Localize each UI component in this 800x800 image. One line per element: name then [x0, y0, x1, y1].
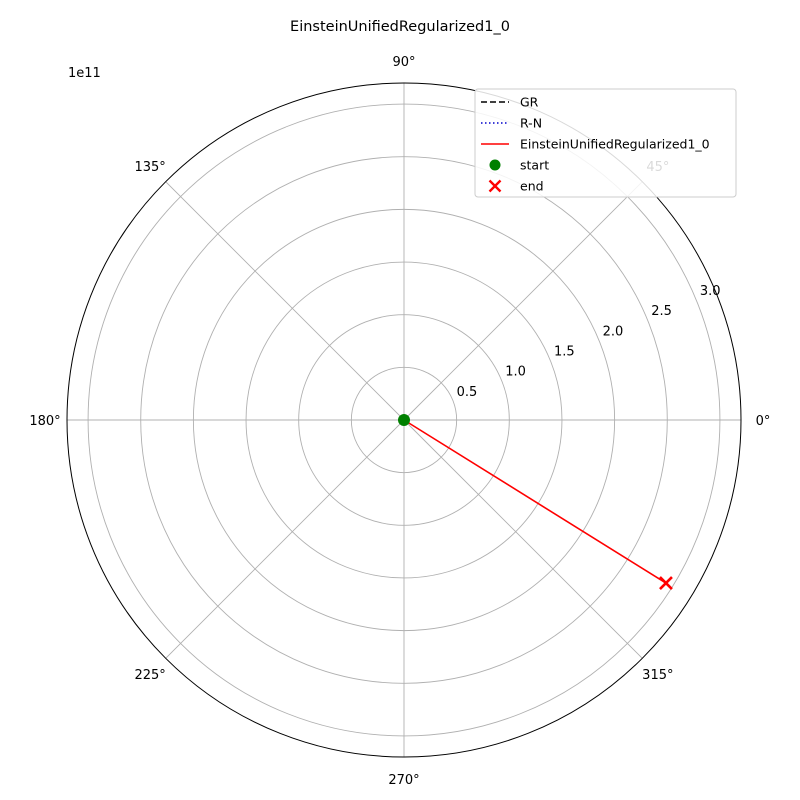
radial-tick-label: 2.5: [651, 304, 672, 319]
angular-gridline-7: [403, 419, 643, 659]
end-marker: [659, 576, 673, 590]
angular-tick-label: 90°: [392, 55, 415, 70]
radial-tick-label: 0.5: [457, 385, 478, 400]
legend-label: EinsteinUnifiedRegularized1_0: [520, 137, 710, 152]
legend-swatch: [489, 159, 501, 171]
angular-gridline-1: [403, 181, 643, 421]
legend-label: start: [520, 158, 549, 173]
legend-frame: [474, 88, 737, 198]
series: [403, 419, 667, 584]
radial-tick-label: 2.0: [603, 324, 624, 339]
radial-tick-label: 1.5: [554, 345, 575, 360]
angular-gridline-3: [165, 181, 405, 421]
chart-title: EinsteinUnifiedRegularized1_0: [290, 19, 510, 35]
legend-label: R-N: [520, 116, 542, 131]
legend-label: end: [520, 179, 544, 194]
angular-tick-label: 315°: [642, 668, 673, 683]
angular-tick-label: 270°: [388, 773, 419, 788]
angular-tick-label: 180°: [29, 414, 60, 429]
angular-gridline-5: [165, 419, 405, 659]
angular-tick-label: 135°: [134, 160, 165, 175]
angular-tick-label: 225°: [134, 668, 165, 683]
start-marker: [398, 414, 410, 426]
radial-exponent-label: 1e11: [68, 66, 101, 81]
legend-label: GR: [520, 95, 539, 110]
series-line-2: [403, 419, 667, 584]
grid: [66, 82, 742, 758]
markers: [398, 414, 673, 590]
radial-tick-label: 3.0: [700, 284, 721, 299]
angular-tick-labels: 0°45°90°135°180°225°270°315°: [29, 55, 770, 788]
polar-boundary: [66, 82, 742, 758]
radial-tick-labels: 0.5 1.0 1.5 2.0 2.5 3.0: [457, 284, 721, 400]
legend-swatch: [488, 179, 502, 193]
radial-tick-label: 1.0: [505, 365, 526, 380]
angular-tick-label: 0°: [756, 414, 771, 429]
